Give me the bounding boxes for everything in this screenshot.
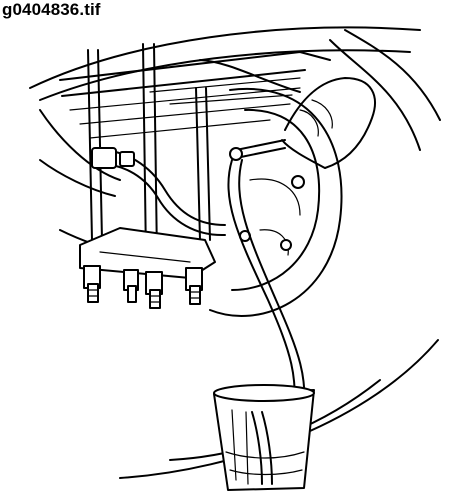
spring-plate-bracket [79, 227, 216, 309]
bolt-studs [83, 265, 203, 309]
brake-hose [91, 147, 226, 237]
brake-backing-plate [209, 87, 343, 317]
figure-filename-label: g0404836.tif [2, 0, 101, 19]
underbody-frame [59, 51, 331, 139]
collection-jar [213, 384, 315, 491]
suspension-rods [87, 43, 211, 259]
hand-with-wrench [229, 29, 441, 169]
